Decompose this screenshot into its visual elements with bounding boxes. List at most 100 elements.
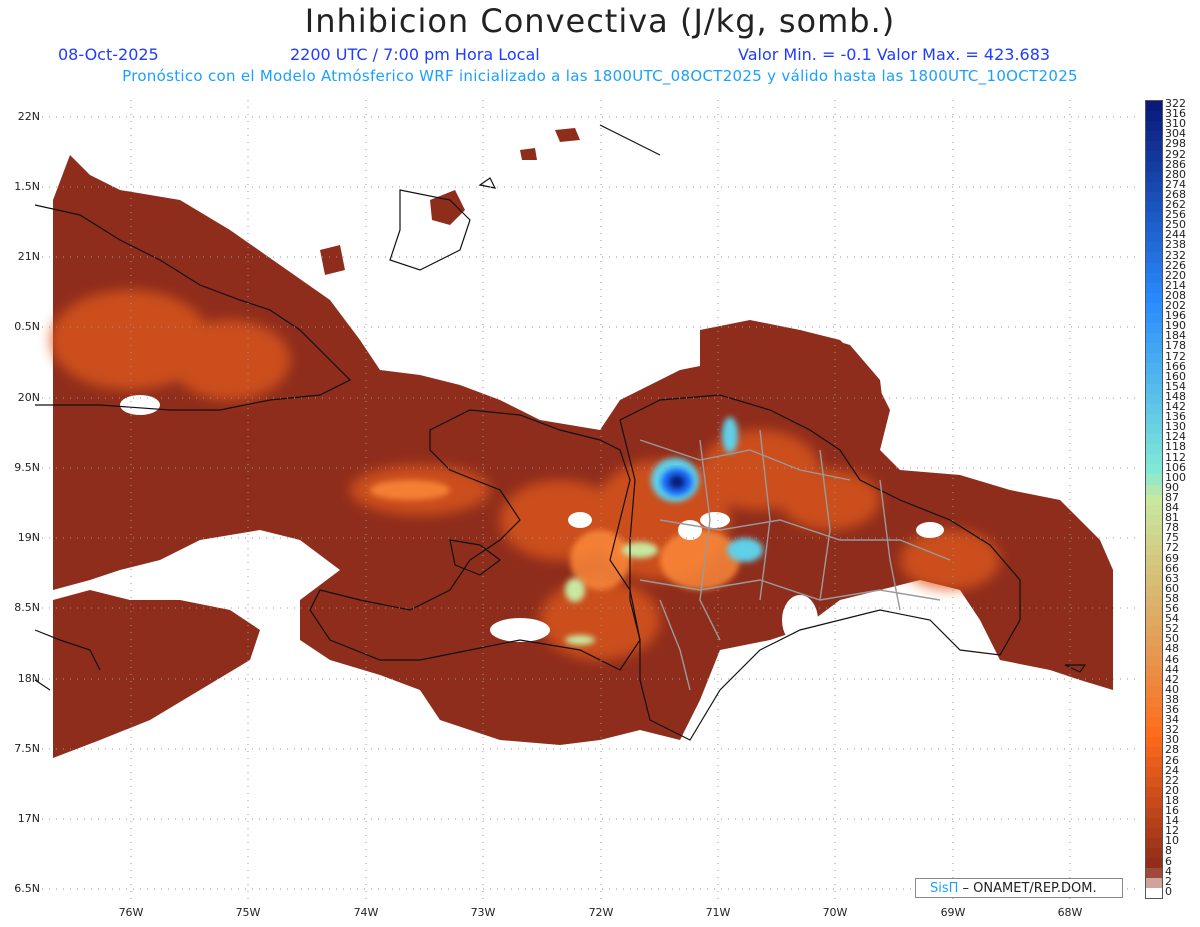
- colorbar-label: 190: [1165, 319, 1186, 333]
- model-info: Pronóstico con el Modelo Atmósferico WRF…: [122, 67, 1078, 85]
- colorbar-label: 280: [1165, 167, 1186, 181]
- colorbar-label: 52: [1165, 622, 1179, 636]
- colorbar-label: 226: [1165, 258, 1186, 272]
- colorbar-label: 72: [1165, 541, 1179, 555]
- colorbar-segment: [1146, 706, 1162, 717]
- colorbar-label: 28: [1165, 743, 1179, 757]
- colorbar-segment: [1146, 393, 1162, 404]
- colorbar-label: 166: [1165, 359, 1186, 373]
- colorbar-segment: [1146, 817, 1162, 828]
- lon-label: 68W: [1057, 906, 1083, 919]
- colorbar-label: 84: [1165, 501, 1179, 515]
- colorbar-label: 316: [1165, 107, 1186, 121]
- colorbar-segment: [1146, 141, 1162, 152]
- colorbar-segment: [1146, 292, 1162, 303]
- colorbar-label: 214: [1165, 278, 1186, 292]
- colorbar-label: 24: [1165, 763, 1179, 777]
- colorbar-label: 184: [1165, 329, 1186, 343]
- colorbar-label: 322: [1165, 97, 1186, 110]
- colorbar-segment: [1146, 222, 1162, 233]
- cin-field-green: [565, 542, 658, 645]
- colorbar-label: 286: [1165, 157, 1186, 171]
- colorbar-segment: [1146, 595, 1162, 606]
- colorbar-segment: [1146, 444, 1162, 455]
- forecast-date: 08-Oct-2025: [58, 45, 159, 64]
- colorbar-label: 262: [1165, 198, 1186, 211]
- lat-label: 17N: [17, 812, 40, 825]
- colorbar-segment: [1146, 171, 1162, 182]
- colorbar-segment: [1146, 545, 1162, 556]
- colorbar-label: 208: [1165, 288, 1186, 302]
- colorbar-label: 130: [1165, 420, 1186, 434]
- colorbar-label: 196: [1165, 309, 1186, 323]
- colorbar-label: 16: [1165, 804, 1179, 818]
- lon-label: 75W: [235, 906, 261, 919]
- colorbar-segment: [1146, 555, 1162, 566]
- colorbar-segment: [1146, 161, 1162, 172]
- colorbar-segment: [1146, 656, 1162, 667]
- cin-map: [34, 100, 1140, 900]
- lon-label: 71W: [705, 906, 731, 919]
- colorbar-label: 14: [1165, 814, 1179, 828]
- colorbar-segment: [1146, 151, 1162, 162]
- colorbar-segment: [1146, 201, 1162, 213]
- colorbar-label: 106: [1165, 460, 1186, 474]
- colorbar-segment: [1146, 605, 1162, 616]
- colorbar-segment: [1146, 343, 1162, 354]
- coastlines: [34, 124, 1087, 741]
- colorbar-label: 46: [1165, 652, 1179, 666]
- colorbar-segment: [1146, 333, 1162, 344]
- colorbar-label: 63: [1165, 571, 1179, 585]
- colorbar-label: 178: [1165, 339, 1186, 353]
- colorbar-segment: [1146, 252, 1162, 263]
- colorbar-label: 310: [1165, 117, 1186, 131]
- colorbar-segment: [1146, 827, 1162, 838]
- lon-label: 74W: [353, 906, 379, 919]
- colorbar-segment: [1146, 424, 1162, 435]
- colorbar-label: 10: [1165, 834, 1179, 848]
- colorbar-segment: [1146, 373, 1162, 384]
- colorbar-label: 34: [1165, 713, 1179, 727]
- colorbar-label: 202: [1165, 299, 1186, 313]
- colorbar-segment: [1146, 565, 1162, 576]
- forecast-time: 2200 UTC / 7:00 pm Hora Local: [290, 45, 540, 64]
- colorbar-label: 26: [1165, 753, 1179, 767]
- colorbar-label: 30: [1165, 733, 1179, 747]
- colorbar-label: 172: [1165, 349, 1186, 363]
- colorbar-label: 4: [1165, 864, 1172, 878]
- colorbar-segment: [1146, 363, 1162, 374]
- colorbar-segment: [1146, 635, 1162, 647]
- lon-label: 70W: [822, 906, 848, 919]
- colorbar-segment: [1146, 353, 1162, 364]
- colorbar-segment: [1146, 514, 1162, 525]
- credit-text: – ONAMET/REP.DOM.: [958, 881, 1097, 896]
- colorbar-label: 0: [1165, 884, 1172, 898]
- colorbar-segment: [1146, 454, 1162, 465]
- colorbar-segment: [1146, 787, 1162, 798]
- colorbar-segment: [1146, 494, 1162, 505]
- colorbar-label: 44: [1165, 662, 1179, 676]
- colorbar-segment: [1146, 868, 1162, 879]
- colorbar-segment: [1146, 535, 1162, 546]
- colorbar-segment: [1146, 837, 1162, 848]
- colorbar-segment: [1146, 585, 1162, 596]
- credit-box: SisΠ – ONAMET/REP.DOM.: [915, 878, 1123, 898]
- colorbar-segment: [1146, 413, 1162, 424]
- min-max-values: Valor Min. = -0.1 Valor Max. = 423.683: [738, 45, 1051, 64]
- cin-field-light: [370, 480, 740, 590]
- lat-label: 22N: [17, 110, 40, 123]
- colorbar-label: 304: [1165, 127, 1186, 141]
- lon-label: 69W: [940, 906, 966, 919]
- colorbar-segment: [1146, 474, 1162, 485]
- lon-label: 76W: [118, 906, 144, 919]
- colorbar-segment: [1146, 858, 1162, 869]
- colorbar-label: 2: [1165, 874, 1172, 888]
- colorbar-label: 54: [1165, 612, 1179, 626]
- colorbar-label: 118: [1165, 440, 1186, 454]
- colorbar-segment: [1146, 726, 1162, 737]
- colorbar-segment: [1146, 716, 1162, 727]
- colorbar-segment: [1146, 696, 1162, 707]
- colorbar-label: 154: [1165, 379, 1186, 393]
- colorbar-label: 6: [1165, 854, 1172, 868]
- colorbar-label: 274: [1165, 177, 1186, 191]
